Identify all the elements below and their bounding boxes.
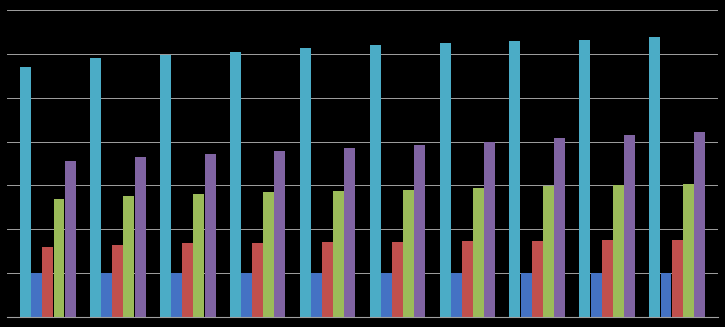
Bar: [439, 43, 450, 317]
Bar: [252, 243, 263, 317]
Bar: [510, 42, 521, 317]
Bar: [54, 198, 65, 317]
Bar: [473, 188, 484, 317]
Bar: [624, 135, 635, 317]
Bar: [112, 245, 123, 317]
Bar: [451, 273, 462, 317]
Bar: [671, 240, 683, 317]
Bar: [484, 142, 495, 317]
Bar: [182, 243, 193, 317]
Bar: [299, 48, 310, 317]
Bar: [171, 273, 182, 317]
Bar: [392, 242, 403, 317]
Bar: [230, 52, 241, 317]
Bar: [101, 273, 112, 317]
Bar: [311, 273, 322, 317]
Bar: [591, 273, 602, 317]
Bar: [660, 273, 671, 317]
Bar: [135, 157, 146, 317]
Bar: [160, 55, 171, 317]
Bar: [194, 194, 204, 317]
Bar: [20, 67, 31, 317]
Bar: [532, 241, 543, 317]
Bar: [602, 240, 613, 317]
Bar: [42, 247, 54, 317]
Bar: [554, 138, 566, 317]
Bar: [344, 148, 355, 317]
Bar: [462, 241, 473, 317]
Bar: [381, 273, 392, 317]
Bar: [543, 186, 554, 317]
Bar: [65, 161, 75, 317]
Bar: [334, 191, 344, 317]
Bar: [694, 132, 705, 317]
Bar: [204, 154, 215, 317]
Bar: [613, 185, 624, 317]
Bar: [370, 45, 381, 317]
Bar: [31, 273, 42, 317]
Bar: [403, 190, 414, 317]
Bar: [650, 37, 660, 317]
Bar: [415, 145, 426, 317]
Bar: [322, 242, 333, 317]
Bar: [90, 58, 101, 317]
Bar: [275, 151, 286, 317]
Bar: [521, 273, 531, 317]
Bar: [579, 40, 590, 317]
Bar: [683, 184, 694, 317]
Bar: [241, 273, 252, 317]
Bar: [263, 193, 274, 317]
Bar: [123, 196, 134, 317]
